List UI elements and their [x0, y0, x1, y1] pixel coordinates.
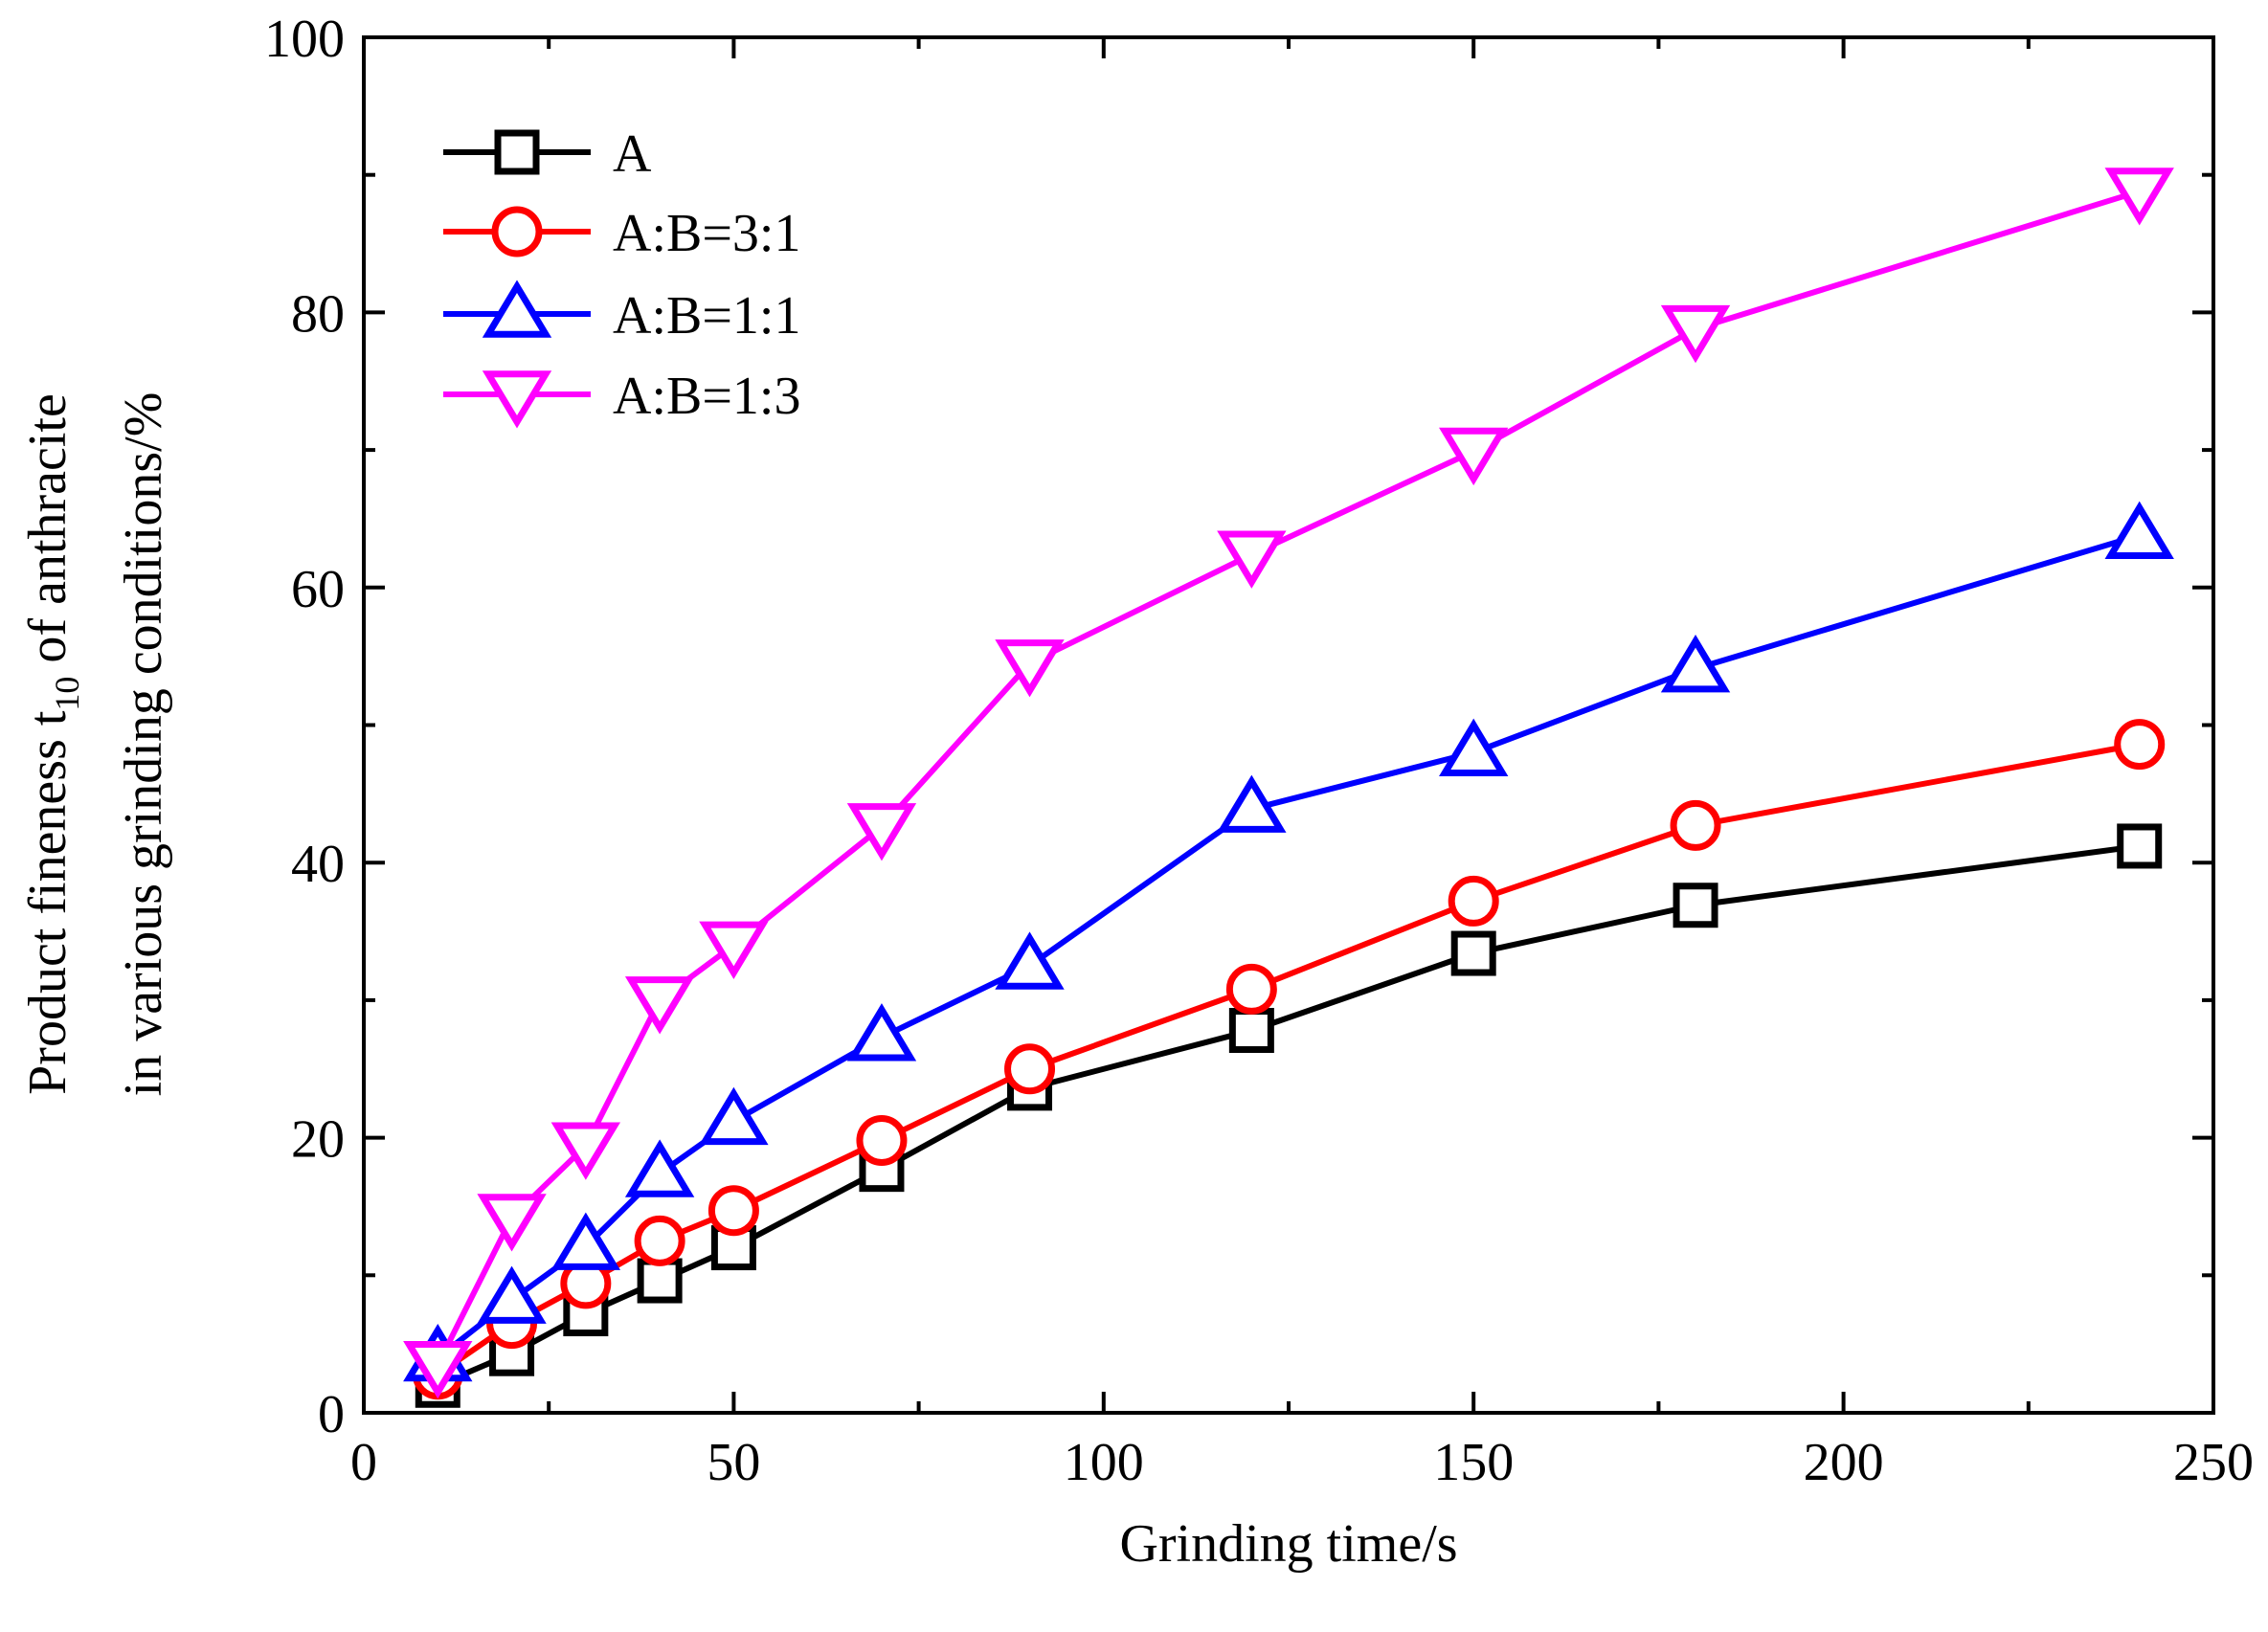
y-tick-label: 20: [291, 1110, 345, 1170]
x-tick-label: 200: [1804, 1433, 1884, 1492]
data-point: [2117, 823, 2163, 869]
axes: 0 50 100 150 200 250 0 20 40 60 80 100: [264, 10, 2254, 1492]
data-point: [1450, 930, 1496, 976]
y-axis-title-prefix: Product fineness t: [18, 710, 78, 1095]
x-tick-label: 250: [2173, 1433, 2254, 1492]
legend-marker: [491, 206, 543, 257]
y-tick-label: 40: [291, 835, 345, 894]
y-tick-label: 0: [318, 1385, 345, 1444]
data-point: [550, 1122, 621, 1180]
data-point: [1660, 635, 1731, 693]
legend-item: A:B=1:3: [443, 367, 801, 429]
data-point: [2104, 501, 2174, 559]
legend: A A:B=3:1 A:B=1:1 A:B=1:3: [443, 124, 801, 429]
series-a: [415, 823, 2163, 1408]
data-point: [637, 1258, 683, 1304]
x-tick-label: 150: [1433, 1433, 1514, 1492]
data-point: [995, 639, 1065, 698]
data-point: [624, 1139, 695, 1197]
series-line: [436, 741, 2141, 1377]
data-point: [707, 1185, 759, 1237]
data-point: [403, 1340, 473, 1399]
series-a-b-3-1: [412, 719, 2166, 1400]
x-tick-label: 100: [1064, 1433, 1144, 1492]
y-axis-title-line1: Product fineness t10 of anthracite: [18, 393, 86, 1095]
y-axis-title-suffix: of anthracite: [18, 393, 78, 676]
data-point: [856, 1114, 908, 1166]
series-group: [403, 168, 2174, 1408]
legend-item: A:B=1:1: [443, 279, 801, 346]
x-tick-label: 0: [350, 1433, 377, 1492]
data-point: [477, 1265, 547, 1324]
data-point: [699, 921, 769, 979]
y-tick-label: 80: [291, 284, 345, 344]
data-point: [1217, 530, 1287, 589]
data-point: [1004, 1043, 1056, 1095]
data-point: [1217, 774, 1287, 833]
legend-marker: [482, 370, 552, 429]
data-point: [1439, 718, 1509, 776]
legend-item: A:B=3:1: [443, 204, 801, 263]
data-point: [1439, 427, 1509, 486]
legend-label: A: [613, 124, 652, 184]
y-axis-title-line2: in various grinding conditions/%: [114, 392, 173, 1097]
series-a-b-1-3: [403, 168, 2174, 1399]
x-axis-title: Grinding time/s: [1119, 1514, 1457, 1574]
data-point: [995, 931, 1065, 990]
data-point: [846, 1003, 917, 1062]
data-point: [1225, 963, 1277, 1015]
y-tick-label: 60: [291, 560, 345, 619]
data-point: [2114, 719, 2166, 771]
axis-labels: Grinding time/s Product fineness t10 of …: [18, 392, 1458, 1574]
data-point: [624, 976, 695, 1035]
x-tick-label: 50: [707, 1433, 760, 1492]
legend-marker: [494, 129, 540, 175]
series-line: [437, 842, 2141, 1389]
data-point: [1673, 883, 1718, 928]
data-point: [1448, 875, 1499, 927]
data-point: [550, 1212, 621, 1270]
series-line: [436, 532, 2141, 1360]
data-point: [634, 1215, 685, 1266]
y-axis-title-subscript: 10: [48, 677, 86, 711]
data-point: [699, 1086, 769, 1146]
data-point: [1670, 799, 1721, 851]
data-point: [2104, 168, 2174, 226]
legend-marker: [482, 279, 552, 338]
legend-label: A:B=3:1: [613, 204, 801, 263]
data-point: [846, 803, 917, 861]
legend-label: A:B=1:1: [613, 286, 801, 346]
data-point: [1228, 1008, 1274, 1054]
legend-label: A:B=1:3: [613, 367, 801, 426]
data-point: [1660, 304, 1731, 364]
y-tick-label: 100: [264, 10, 345, 69]
legend-item: A: [443, 124, 652, 184]
data-point: [477, 1194, 547, 1252]
